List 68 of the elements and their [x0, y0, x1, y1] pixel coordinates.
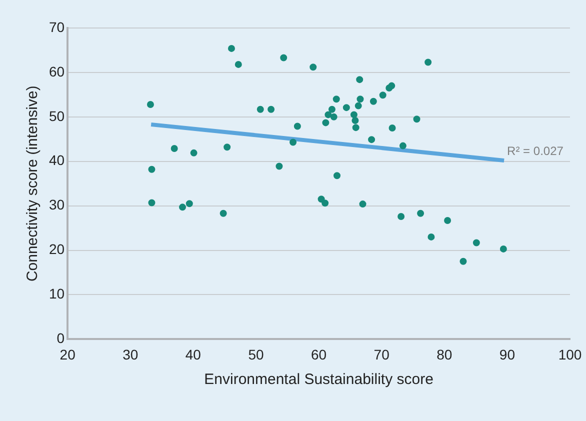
point — [186, 200, 193, 208]
y-tick-label: 20 — [48, 241, 65, 258]
y-tick-label: 10 — [48, 286, 65, 302]
y-axis-title: Connectivity score (intensive) — [24, 86, 42, 282]
point — [352, 124, 360, 132]
x-axis-title: Environmental Sustainability score — [204, 371, 434, 388]
point — [428, 233, 435, 240]
point — [368, 136, 376, 144]
point — [224, 144, 231, 151]
point — [324, 111, 332, 118]
x-tick-label: 80 — [436, 346, 452, 362]
point — [379, 92, 386, 99]
point — [330, 113, 338, 120]
x-tick-label: 70 — [374, 346, 390, 362]
point — [322, 200, 329, 207]
point — [352, 116, 359, 124]
point — [398, 213, 405, 220]
annotation: R² = 0.027 — [507, 144, 564, 158]
point — [342, 104, 350, 112]
y-tick-label: 30 — [48, 196, 65, 213]
point — [310, 64, 317, 71]
point — [370, 98, 377, 105]
y-tick-label: 70 — [48, 18, 65, 35]
point — [359, 200, 366, 208]
point — [399, 142, 406, 150]
point — [334, 172, 340, 180]
point — [276, 162, 283, 170]
x-tick-label: 40 — [185, 346, 202, 362]
point — [220, 210, 227, 217]
point — [322, 119, 330, 126]
x-tick-label: 50 — [248, 346, 264, 362]
x-tick-label: 100 — [558, 346, 582, 362]
point — [424, 58, 432, 66]
point — [170, 144, 178, 152]
x-tick-label: 60 — [310, 346, 327, 362]
x-tick-label: 30 — [122, 346, 138, 362]
point — [148, 199, 156, 206]
point — [500, 245, 507, 252]
point — [413, 116, 420, 123]
point — [190, 149, 198, 156]
point — [294, 122, 301, 130]
point — [179, 204, 186, 211]
point — [356, 76, 364, 84]
x-tick-label: 90 — [499, 346, 516, 362]
point — [388, 124, 396, 132]
point — [234, 60, 242, 68]
point — [268, 106, 275, 113]
y-tick-label: 0 — [56, 330, 65, 346]
point — [328, 106, 336, 113]
point — [148, 166, 156, 173]
point — [356, 96, 364, 103]
point — [228, 44, 235, 52]
point — [388, 82, 396, 90]
point — [417, 210, 424, 217]
point — [280, 54, 288, 62]
point — [256, 106, 264, 113]
point — [444, 217, 452, 224]
point — [290, 138, 297, 146]
x-tick-label: 20 — [60, 346, 76, 362]
point — [332, 96, 340, 103]
point — [354, 102, 362, 110]
point — [472, 239, 480, 246]
y-tick-label: 60 — [48, 63, 65, 80]
point — [350, 111, 358, 118]
y-tick-label: 50 — [48, 108, 65, 124]
y-tick-label: 40 — [48, 152, 65, 168]
point — [460, 258, 467, 265]
point — [146, 100, 154, 108]
